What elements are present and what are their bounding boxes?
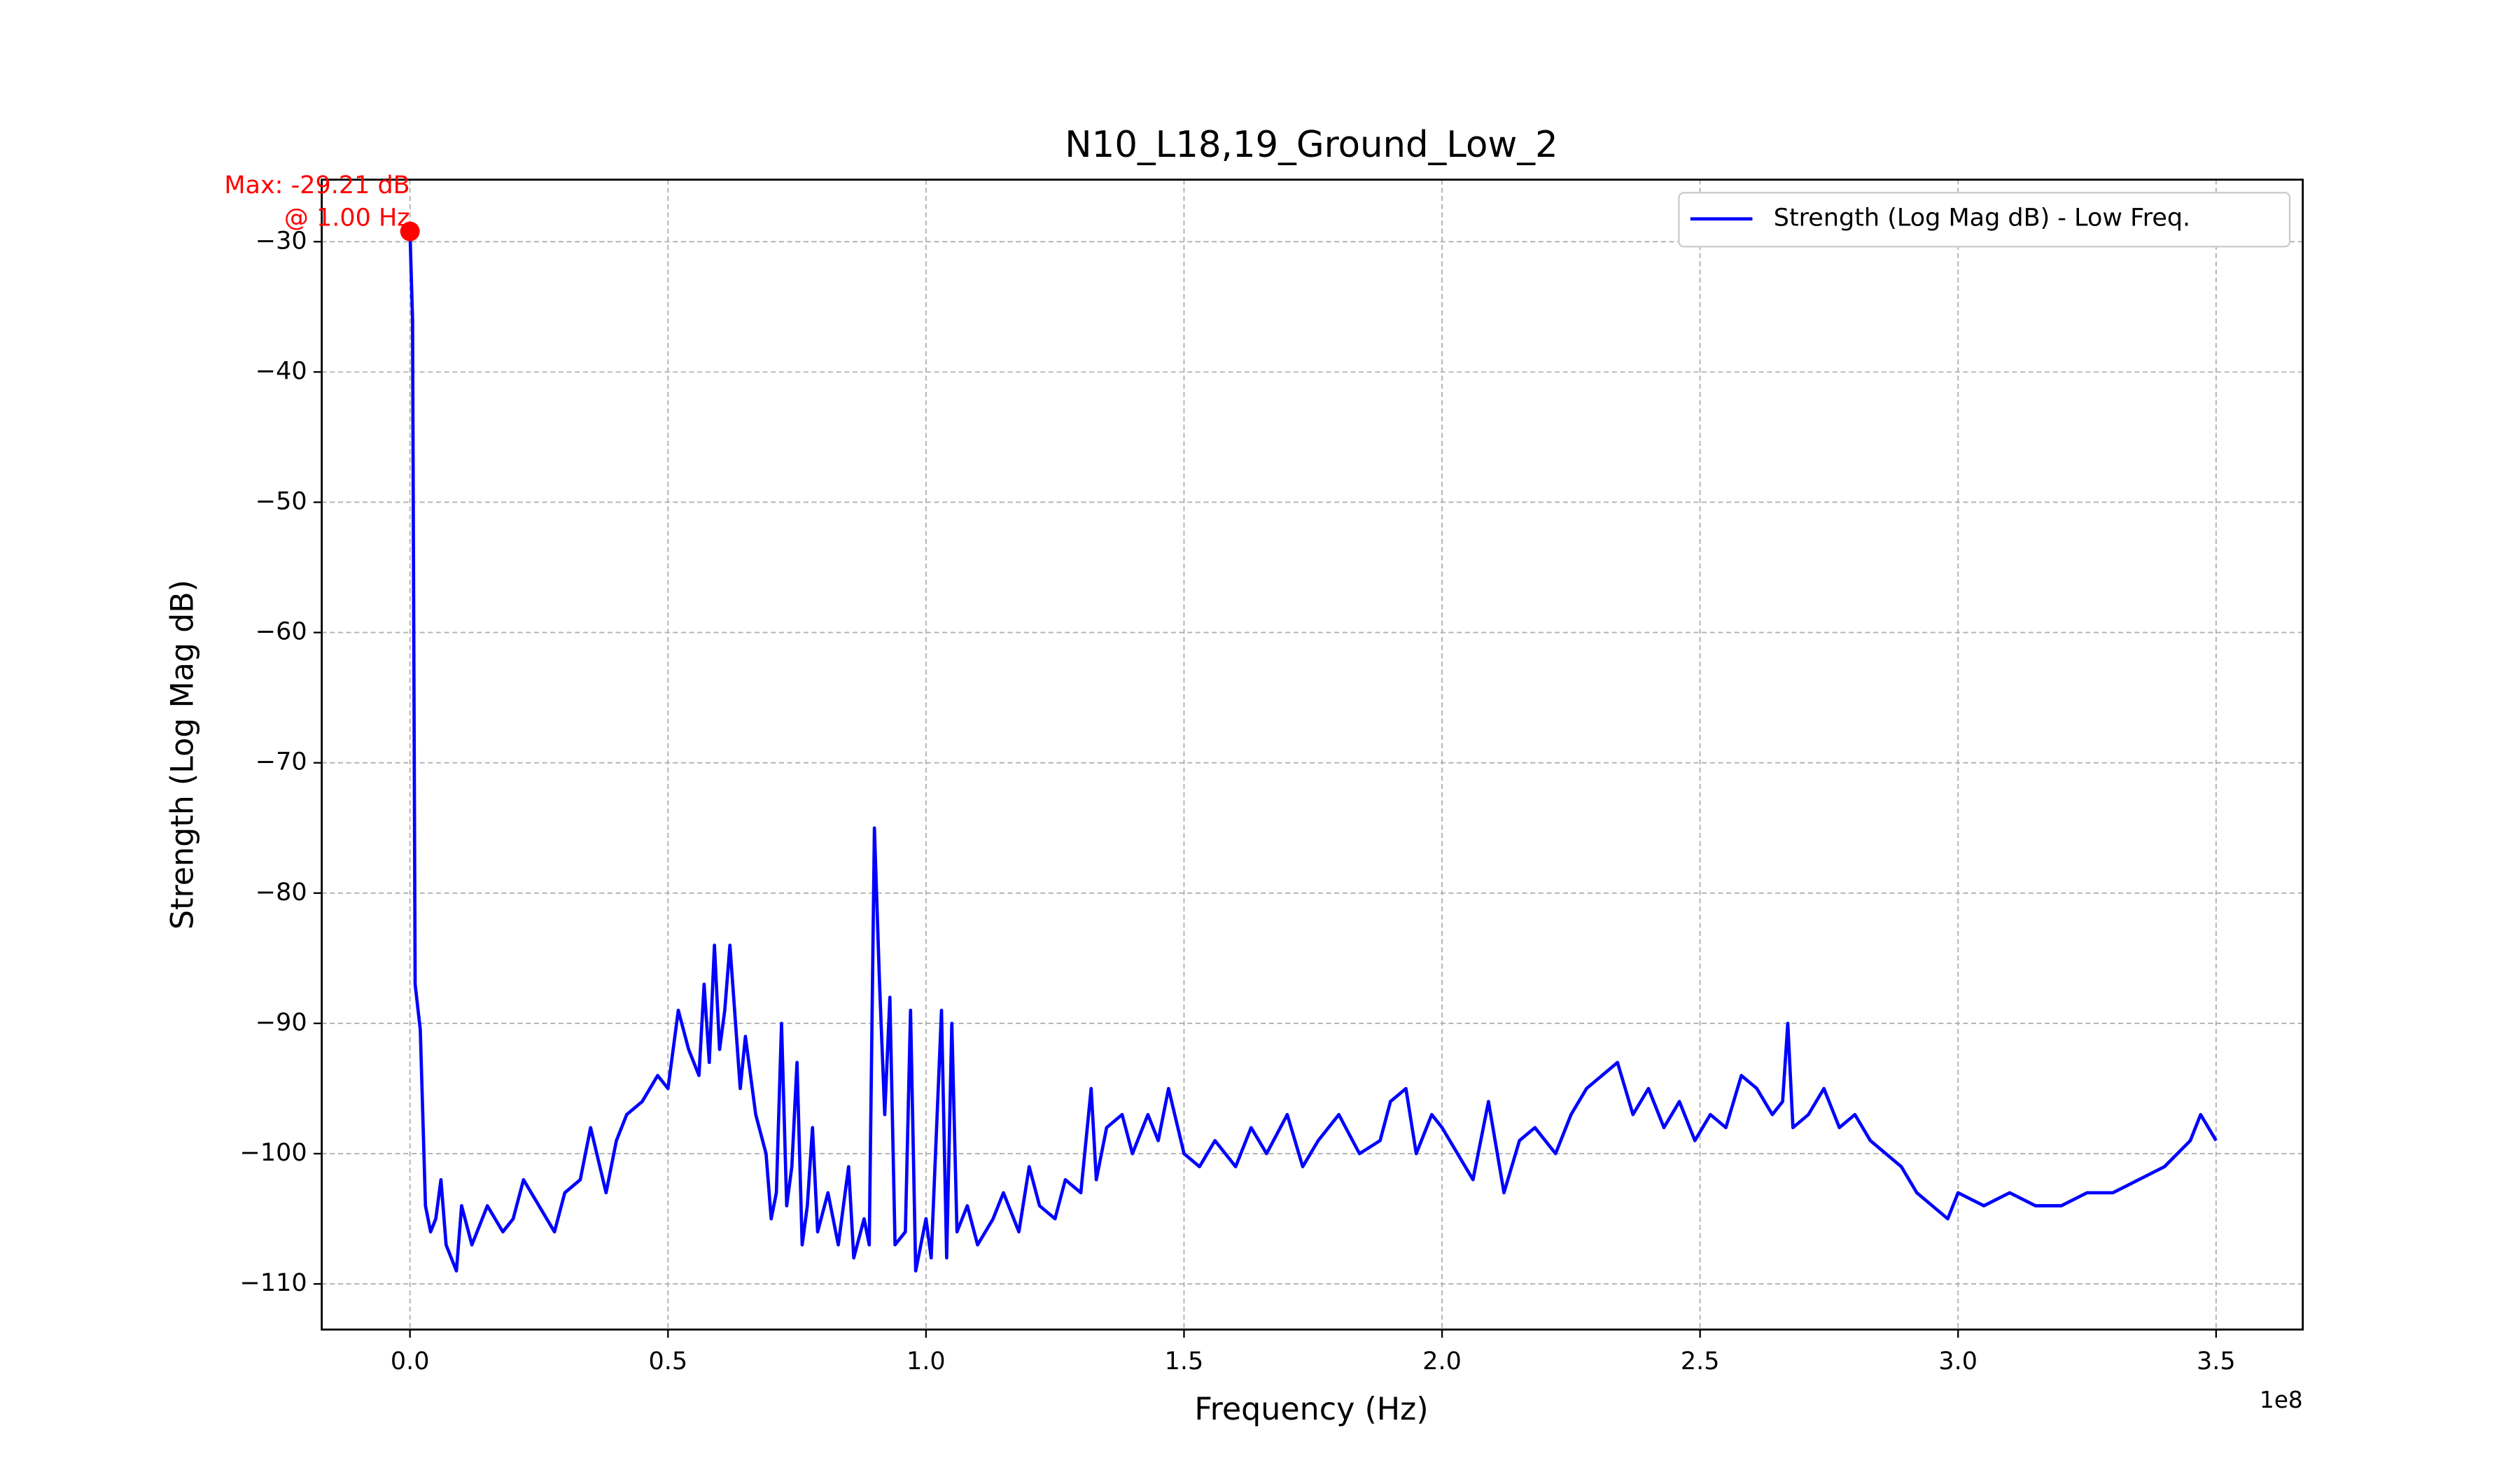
legend-label: Strength (Log Mag dB) - Low Freq. xyxy=(1774,204,2190,232)
max-annotation: @ 1.00 Hz xyxy=(284,204,410,232)
max-marker xyxy=(400,221,420,241)
legend: Strength (Log Mag dB) - Low Freq. xyxy=(1678,192,2291,248)
y-tick-label: −70 xyxy=(255,748,307,776)
x-tick-label: 0.5 xyxy=(648,1348,687,1376)
y-tick-label: −100 xyxy=(240,1139,307,1167)
max-annotation: Max: -29.21 dB xyxy=(224,172,410,200)
chart-title: N10_L18,19_Ground_Low_2 xyxy=(1065,124,1558,166)
y-tick-label: −110 xyxy=(240,1269,307,1297)
y-tick-label: −40 xyxy=(255,357,307,385)
data-line xyxy=(408,231,2218,1273)
y-tick-label: −60 xyxy=(255,618,307,646)
y-tick-label: −90 xyxy=(255,1009,307,1037)
x-tick-label: 1.0 xyxy=(906,1348,946,1376)
y-tick-label: −80 xyxy=(255,878,307,906)
legend-box xyxy=(1678,192,2291,248)
plot-frame xyxy=(321,178,2304,1331)
y-axis-label: Strength (Log Mag dB) xyxy=(165,580,201,930)
x-axis-label: Frequency (Hz) xyxy=(1194,1392,1428,1427)
x-tick-label: 2.0 xyxy=(1422,1348,1462,1376)
x-tick-label: 2.5 xyxy=(1681,1348,1720,1376)
x-tick-label: 3.5 xyxy=(2197,1348,2236,1376)
x-tick-label: 3.0 xyxy=(1938,1348,1977,1376)
x-tick-label: 1.5 xyxy=(1165,1348,1204,1376)
y-tick-label: −30 xyxy=(255,227,307,255)
x-offset-label: 1e8 xyxy=(2260,1387,2303,1413)
y-tick-label: −50 xyxy=(255,487,307,515)
x-tick-label: 0.0 xyxy=(391,1348,430,1376)
